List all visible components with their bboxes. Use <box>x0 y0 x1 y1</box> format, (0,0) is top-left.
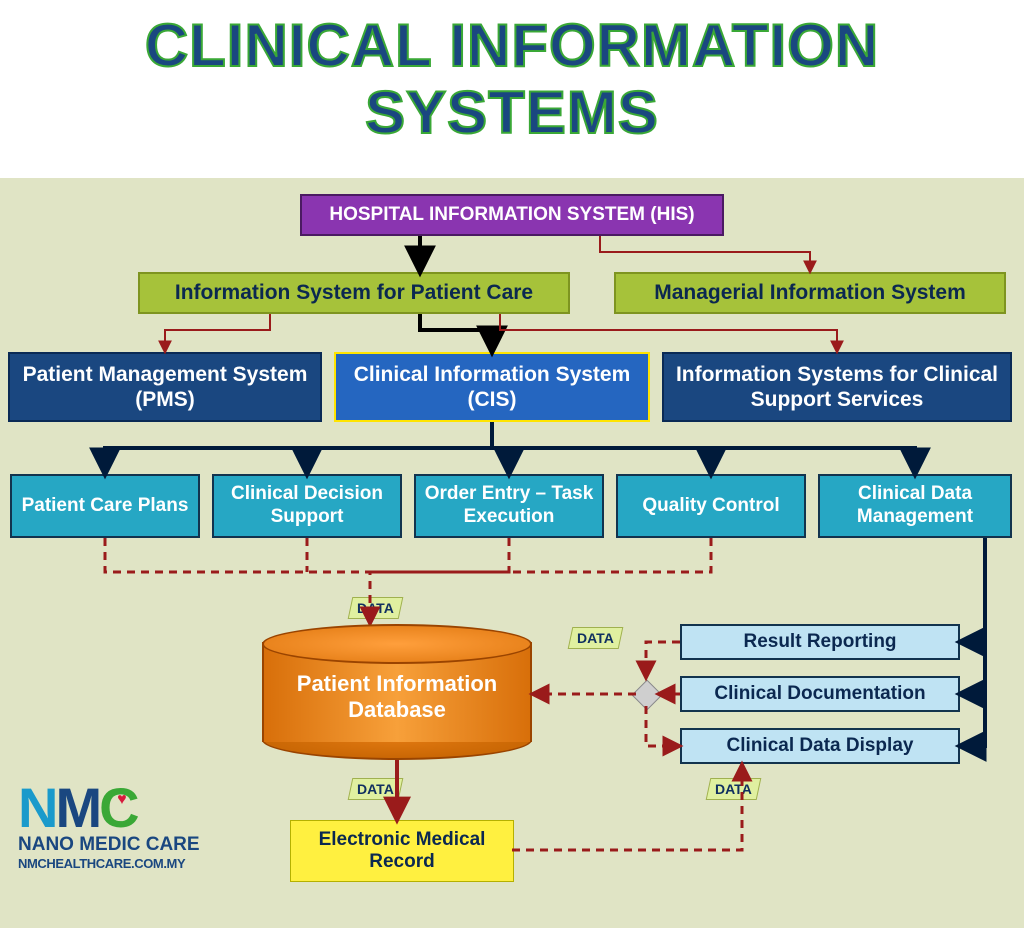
database-label: Patient Information Database <box>262 671 532 723</box>
data-label-1: DATA <box>568 627 623 649</box>
node-cdoc: Clinical Documentation <box>680 676 960 712</box>
node-cdm: Clinical Data Management <box>818 474 1012 538</box>
node-qc: Quality Control <box>616 474 806 538</box>
emr-box: Electronic Medical Record <box>290 820 514 882</box>
node-pms: Patient Management System (PMS) <box>8 352 322 422</box>
logo-url: NMCHEALTHCARE.COM.MY <box>18 856 200 871</box>
node-cdd: Clinical Data Display <box>680 728 960 764</box>
node-rr: Result Reporting <box>680 624 960 660</box>
data-label-2: DATA <box>348 778 403 800</box>
node-pcp: Patient Care Plans <box>10 474 200 538</box>
database-cylinder: Patient Information Database <box>262 624 532 760</box>
logo: NMC♥ NANO MEDIC CARE NMCHEALTHCARE.COM.M… <box>18 780 200 871</box>
logo-acronym: NMC♥ <box>18 780 200 836</box>
node-iscs: Information Systems for Clinical Support… <box>662 352 1012 422</box>
page-title: CLINICAL INFORMATION SYSTEMS <box>0 12 1024 146</box>
node-cds: Clinical Decision Support <box>212 474 402 538</box>
node-mis: Managerial Information System <box>614 272 1006 314</box>
node-ispc: Information System for Patient Care <box>138 272 570 314</box>
node-his: HOSPITAL INFORMATION SYSTEM (HIS) <box>300 194 724 236</box>
node-oe: Order Entry – Task Execution <box>414 474 604 538</box>
emr-label: Electronic Medical Record <box>291 829 513 873</box>
data-label-0: DATA <box>348 597 403 619</box>
data-label-3: DATA <box>706 778 761 800</box>
node-cis: Clinical Information System (CIS) <box>334 352 650 422</box>
